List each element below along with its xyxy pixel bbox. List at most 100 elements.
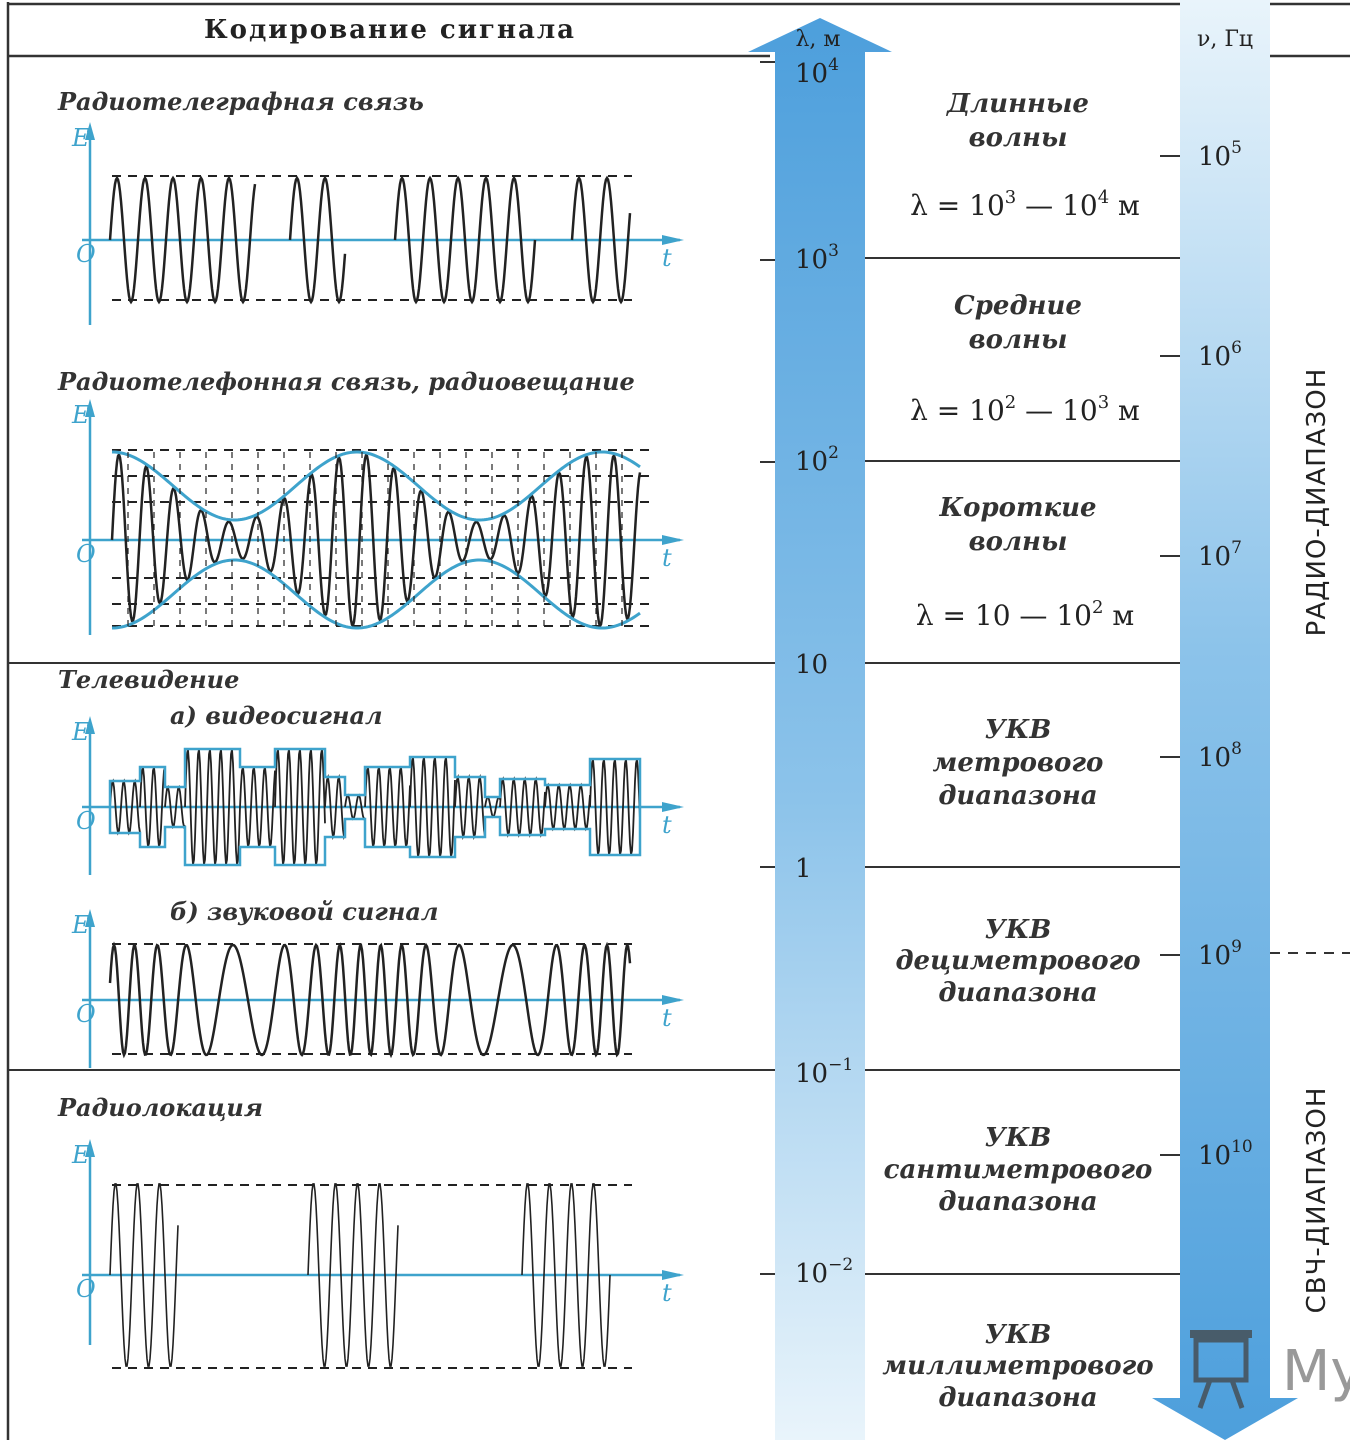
radar-waveform: E O t <box>71 1139 684 1369</box>
e-axis-arrowhead <box>85 1139 95 1157</box>
svg-text:диапазона: диапазона <box>938 1383 1097 1413</box>
band-dividers <box>865 257 1180 1275</box>
svg-text:волны: волны <box>969 527 1068 557</box>
lambda-axis-arrow <box>748 18 892 1440</box>
video-envelope-lower <box>108 807 642 867</box>
svg-text:107: 107 <box>1198 538 1242 572</box>
svg-text:волны: волны <box>969 325 1068 355</box>
fm-carrier <box>108 941 632 1059</box>
band-uhf-decimeter: УКВ дециметрового диапазона <box>895 915 1140 1008</box>
e-axis-arrowhead <box>85 909 95 927</box>
svg-text:Средние: Средние <box>954 291 1082 321</box>
band-medium-waves: Средние волны λ = 102 — 103 м <box>910 291 1140 427</box>
lambda-tick-1e3: 103 <box>760 241 839 275</box>
radar-pulse <box>521 1183 611 1367</box>
svg-text:105: 105 <box>1198 138 1242 172</box>
svg-text:метрового: метрового <box>933 748 1104 778</box>
title-tv-video: а) видеосигнал <box>170 701 383 730</box>
svg-text:108: 108 <box>1198 739 1242 773</box>
svg-text:10−2: 10−2 <box>795 1255 853 1289</box>
lambda-tick-1e2: 102 <box>760 443 839 477</box>
e-axis-arrowhead <box>85 399 95 417</box>
title-radar: Радиолокация <box>57 1093 263 1122</box>
carrier-burst <box>108 175 257 305</box>
svg-text:диапазона: диапазона <box>938 978 1097 1008</box>
envelope-upper <box>111 450 641 522</box>
svg-text:10−1: 10−1 <box>795 1055 853 1089</box>
origin-letter: O <box>76 1000 96 1028</box>
band-vhf-meter: УКВ метрового диапазона <box>933 715 1104 811</box>
svg-text:103: 103 <box>795 241 839 275</box>
svg-text:волны: волны <box>969 123 1068 153</box>
svg-text:1: 1 <box>795 854 812 884</box>
nu-tick-1e10: 1010 <box>1160 1137 1253 1171</box>
e-axis-arrowhead <box>85 122 95 140</box>
origin-letter: O <box>76 240 96 268</box>
watermark-text: My <box>1282 1339 1350 1404</box>
carrier-burst <box>288 175 347 305</box>
video-carrier <box>324 773 346 841</box>
svg-text:УКВ: УКВ <box>985 715 1052 745</box>
e-axis-arrowhead <box>85 716 95 734</box>
nu-tick-1e6: 106 <box>1160 338 1242 372</box>
title-telegraph: Радиотелеграфная связь <box>57 87 424 116</box>
signal-titles: Радиотелеграфная связь Радиотелефонная с… <box>57 87 635 1122</box>
nu-axis-label: ν, Гц <box>1197 27 1253 52</box>
e-axis-letter: E <box>71 1141 90 1169</box>
lambda-ticks: 104 103 102 10 1 10−1 10−2 <box>760 55 853 1289</box>
t-axis-arrowhead <box>662 535 684 545</box>
lambda-tick-1e4: 104 <box>760 55 839 89</box>
video-carrier <box>184 749 241 865</box>
svg-text:106: 106 <box>1198 338 1242 372</box>
band-ehf-millimeter: УКВ миллиметрового диапазона <box>882 1320 1153 1413</box>
envelope-lower <box>111 558 641 630</box>
nu-tick-1e9: 109 <box>1160 937 1242 971</box>
video-carrier <box>544 782 591 832</box>
t-axis-arrowhead <box>662 235 684 245</box>
e-axis-letter: E <box>71 124 90 152</box>
video-carrier <box>364 767 411 847</box>
t-axis-letter: t <box>662 811 672 839</box>
svg-text:миллиметрового: миллиметрового <box>882 1351 1153 1381</box>
audio-waveform: E O t <box>71 909 684 1068</box>
video-carrier <box>499 776 546 838</box>
radio-range-label: РАДИО-ДИАПАЗОН <box>1302 368 1332 637</box>
lambda-axis-label: λ, м <box>795 27 840 52</box>
watermark: My <box>1190 1330 1350 1409</box>
t-axis-arrowhead <box>662 802 684 812</box>
title-telephone: Радиотелефонная связь, радиовещание <box>57 367 635 396</box>
section-dividers <box>8 662 775 1071</box>
band-long-waves: Длинные волны λ = 103 — 104 м <box>910 89 1140 222</box>
am-carrier <box>110 451 642 629</box>
svg-text:109: 109 <box>1198 937 1242 971</box>
svg-text:λ = 102 — 103 м: λ = 102 — 103 м <box>910 392 1140 427</box>
t-axis-letter: t <box>662 244 672 272</box>
telegraph-waveform: E O t <box>71 122 684 325</box>
lambda-tick-1e-2: 10−2 <box>760 1255 853 1289</box>
t-axis-letter: t <box>662 1004 672 1032</box>
t-axis-letter: t <box>662 1279 672 1307</box>
t-axis-arrowhead <box>662 1270 684 1280</box>
carrier-burst <box>570 175 632 305</box>
origin-letter: O <box>76 807 96 835</box>
lambda-tick-1e-1: 10−1 <box>795 1055 853 1089</box>
radar-pulse <box>109 1183 179 1367</box>
projector-screen-icon <box>1190 1330 1252 1409</box>
band-short-waves: Короткие волны λ = 10 — 102 м <box>916 493 1134 632</box>
t-axis-letter: t <box>662 544 672 572</box>
video-envelope-upper <box>108 747 642 807</box>
svg-text:сантиметрового: сантиметрового <box>884 1155 1153 1185</box>
nu-ticks: 105 106 107 108 109 1010 <box>1160 138 1253 1171</box>
e-axis-letter: E <box>71 401 90 429</box>
header-title: Кодирование сигнала <box>204 15 576 45</box>
t-axis-arrowhead <box>662 995 684 1005</box>
nu-tick-1e8: 108 <box>1160 739 1242 773</box>
band-labels: Длинные волны λ = 103 — 104 м Средние во… <box>882 89 1153 1413</box>
nu-tick-1e5: 105 <box>1160 138 1242 172</box>
table-frame <box>6 2 1350 1440</box>
e-axis-letter: E <box>71 911 90 939</box>
svg-text:диапазона: диапазона <box>938 781 1097 811</box>
svg-text:Длинные: Длинные <box>945 89 1089 119</box>
svg-text:104: 104 <box>795 55 839 89</box>
